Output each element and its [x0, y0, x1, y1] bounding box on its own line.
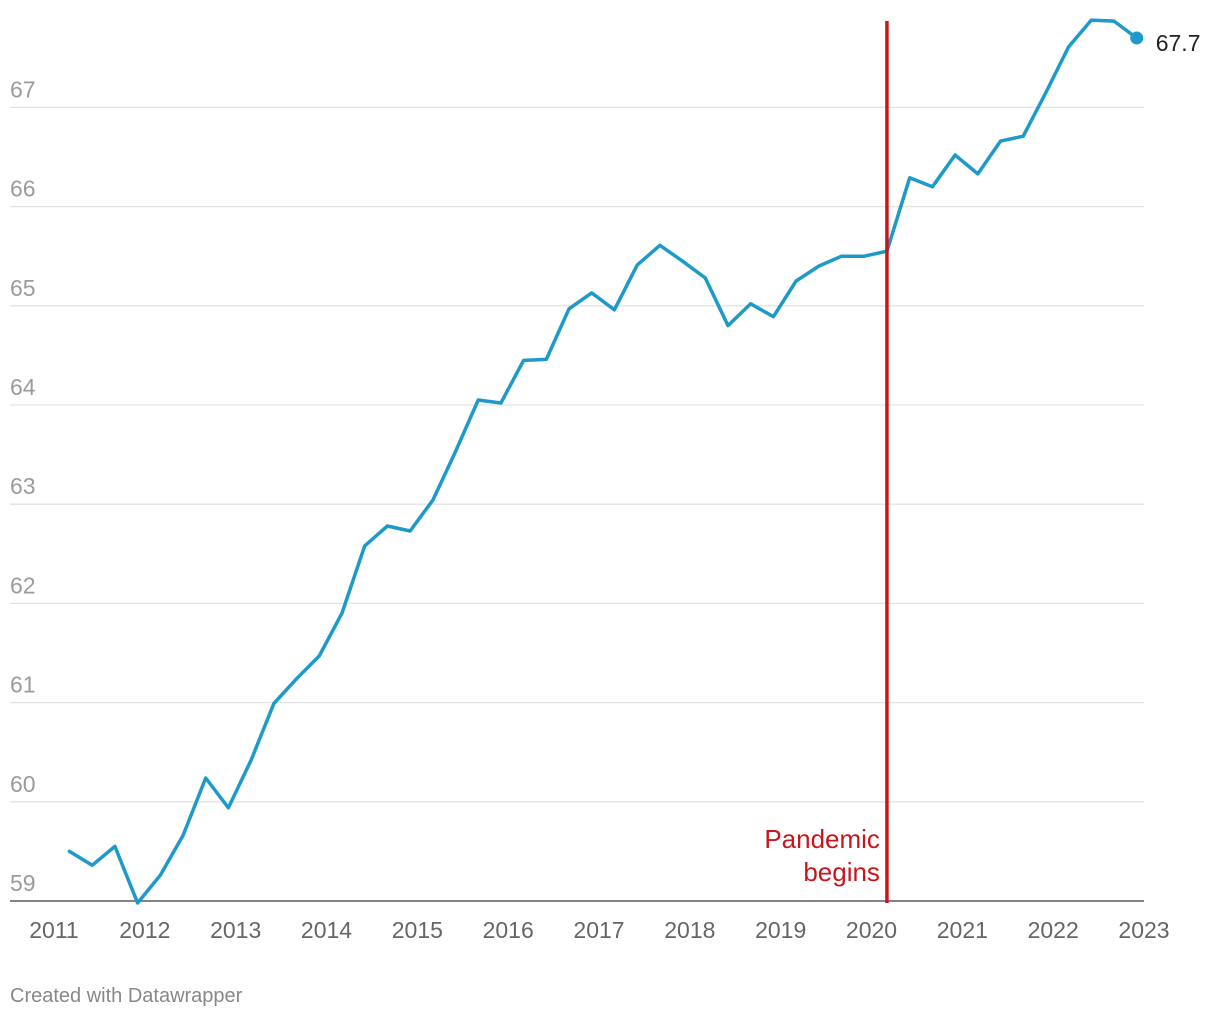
credit-text: Created with Datawrapper	[10, 985, 243, 1007]
y-tick-label: 63	[10, 473, 36, 499]
x-tick-label: 2019	[755, 917, 806, 943]
x-tick-label: 2021	[937, 917, 988, 943]
x-tick-label: 2014	[301, 917, 352, 943]
x-tick-label: 2011	[29, 917, 78, 943]
x-tick-label: 2013	[210, 917, 261, 943]
x-tick-label: 2020	[846, 917, 897, 943]
x-tick-label: 2017	[573, 917, 624, 943]
last-value-label: 67.7	[1156, 30, 1201, 56]
x-tick-label: 2018	[664, 917, 715, 943]
y-tick-label: 66	[10, 176, 36, 202]
y-tick-label: 64	[10, 374, 36, 400]
y-axis-ticks: 59 60 61 62 63 64 65 66 67	[10, 76, 36, 896]
gridlines	[10, 106, 1144, 902]
series-line	[67, 18, 1139, 905]
y-tick-label: 60	[10, 771, 36, 797]
annotation-begins: begins	[803, 857, 880, 887]
y-tick-label: 62	[10, 572, 36, 598]
y-tick-label: 59	[10, 870, 36, 896]
y-tick-label: 67	[10, 76, 36, 102]
y-tick-label: 65	[10, 275, 36, 301]
y-tick-label: 61	[10, 672, 36, 698]
x-axis-ticks: 2011 2012 2013 2014 2015 2016 2017 2018 2019 2020…	[29, 917, 1169, 943]
series-points	[69, 20, 1137, 904]
annotation-pandemic: Pandemic	[764, 824, 880, 854]
last-point-dot	[1130, 31, 1144, 45]
x-tick-label: 2012	[119, 917, 170, 943]
x-tick-label: 2023	[1118, 917, 1169, 943]
x-tick-label: 2016	[483, 917, 534, 943]
x-tick-label: 2015	[392, 917, 443, 943]
x-tick-label: 2022	[1028, 917, 1079, 943]
